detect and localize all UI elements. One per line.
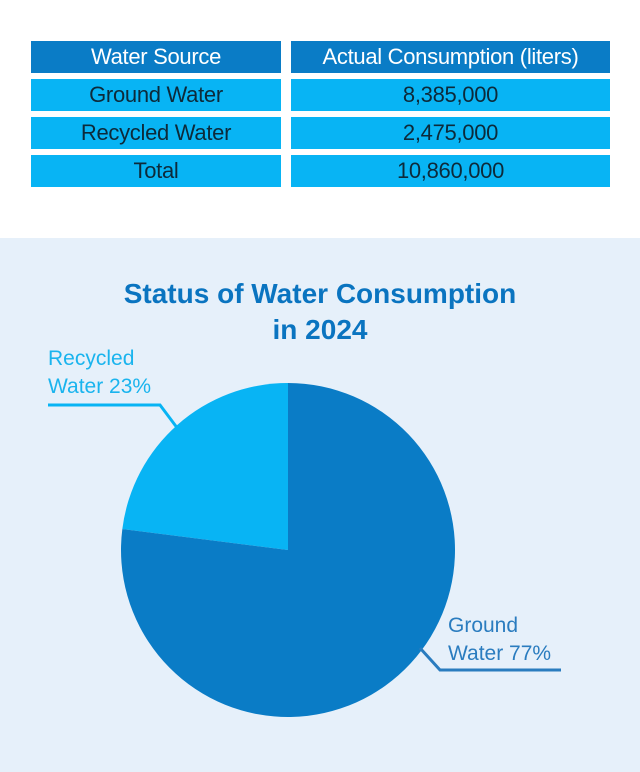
header-actual-consumption: Actual Consumption (liters) [291,41,610,73]
consumption-table: Water Source Actual Consumption (liters)… [31,41,610,193]
leader-line-ground [418,646,561,672]
cell-source: Ground Water [31,79,281,111]
header-water-source: Water Source [31,41,281,73]
table-row: Recycled Water 2,475,000 [31,117,610,149]
cell-consumption: 10,860,000 [291,155,610,187]
pie-slice-recycled-water [122,383,288,550]
chart-title-line-1: Status of Water Consumption [123,278,517,309]
slice-label-ground: Ground Water 77% [448,612,551,668]
slice-label-recycled-line-2: Water 23% [48,375,152,398]
slice-label-ground-line-2: Water 77% [448,642,552,665]
cell-consumption: 8,385,000 [291,79,610,111]
table-row-total: Total 10,860,000 [31,155,610,187]
table-header-row: Water Source Actual Consumption (liters) [31,41,610,73]
slice-label-ground-line-1: Ground [448,614,519,637]
slice-label-recycled: Recycled Water 23% [48,345,151,401]
leader-line-recycled [48,403,180,430]
cell-source: Recycled Water [31,117,281,149]
slice-label-recycled-line-1: Recycled [48,347,135,370]
cell-source: Total [31,155,281,187]
chart-title-line-2: in 2024 [272,314,368,345]
pie-chart [48,383,561,717]
table-row: Ground Water 8,385,000 [31,79,610,111]
cell-consumption: 2,475,000 [291,117,610,149]
chart-panel: Status of Water Consumption in 2024 Recy… [0,238,640,772]
pie-slice-ground-water [121,383,456,717]
